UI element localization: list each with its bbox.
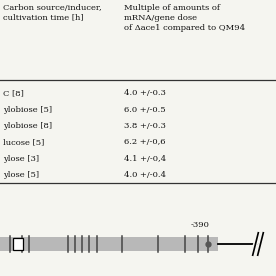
Text: 4.0 +/-0.4: 4.0 +/-0.4: [124, 171, 166, 179]
Bar: [0, 237, 218, 251]
Text: Carbon source/inducer,
cultivation time [h]: Carbon source/inducer, cultivation time …: [3, 4, 101, 22]
Text: 3.8 +/-0.3: 3.8 +/-0.3: [124, 122, 166, 130]
Text: 6.0 +/-0.5: 6.0 +/-0.5: [124, 105, 166, 113]
Text: ylobiose [5]: ylobiose [5]: [3, 105, 52, 113]
Bar: [13, 238, 23, 250]
Text: -390: -390: [190, 221, 209, 229]
Text: Multiple of amounts of
mRNA/gene dose
of Δace1 compared to QM94: Multiple of amounts of mRNA/gene dose of…: [124, 4, 245, 32]
Text: 4.1 +/-0,4: 4.1 +/-0,4: [124, 155, 166, 163]
Text: 6.2 +/-0,6: 6.2 +/-0,6: [124, 138, 166, 146]
Text: lucose [5]: lucose [5]: [3, 138, 44, 146]
Text: 4.0 +/-0.3: 4.0 +/-0.3: [124, 89, 166, 97]
Text: ylose [5]: ylose [5]: [3, 171, 39, 179]
Text: ylose [3]: ylose [3]: [3, 155, 39, 163]
Text: C [8]: C [8]: [3, 89, 24, 97]
Text: ylobiose [8]: ylobiose [8]: [3, 122, 52, 130]
